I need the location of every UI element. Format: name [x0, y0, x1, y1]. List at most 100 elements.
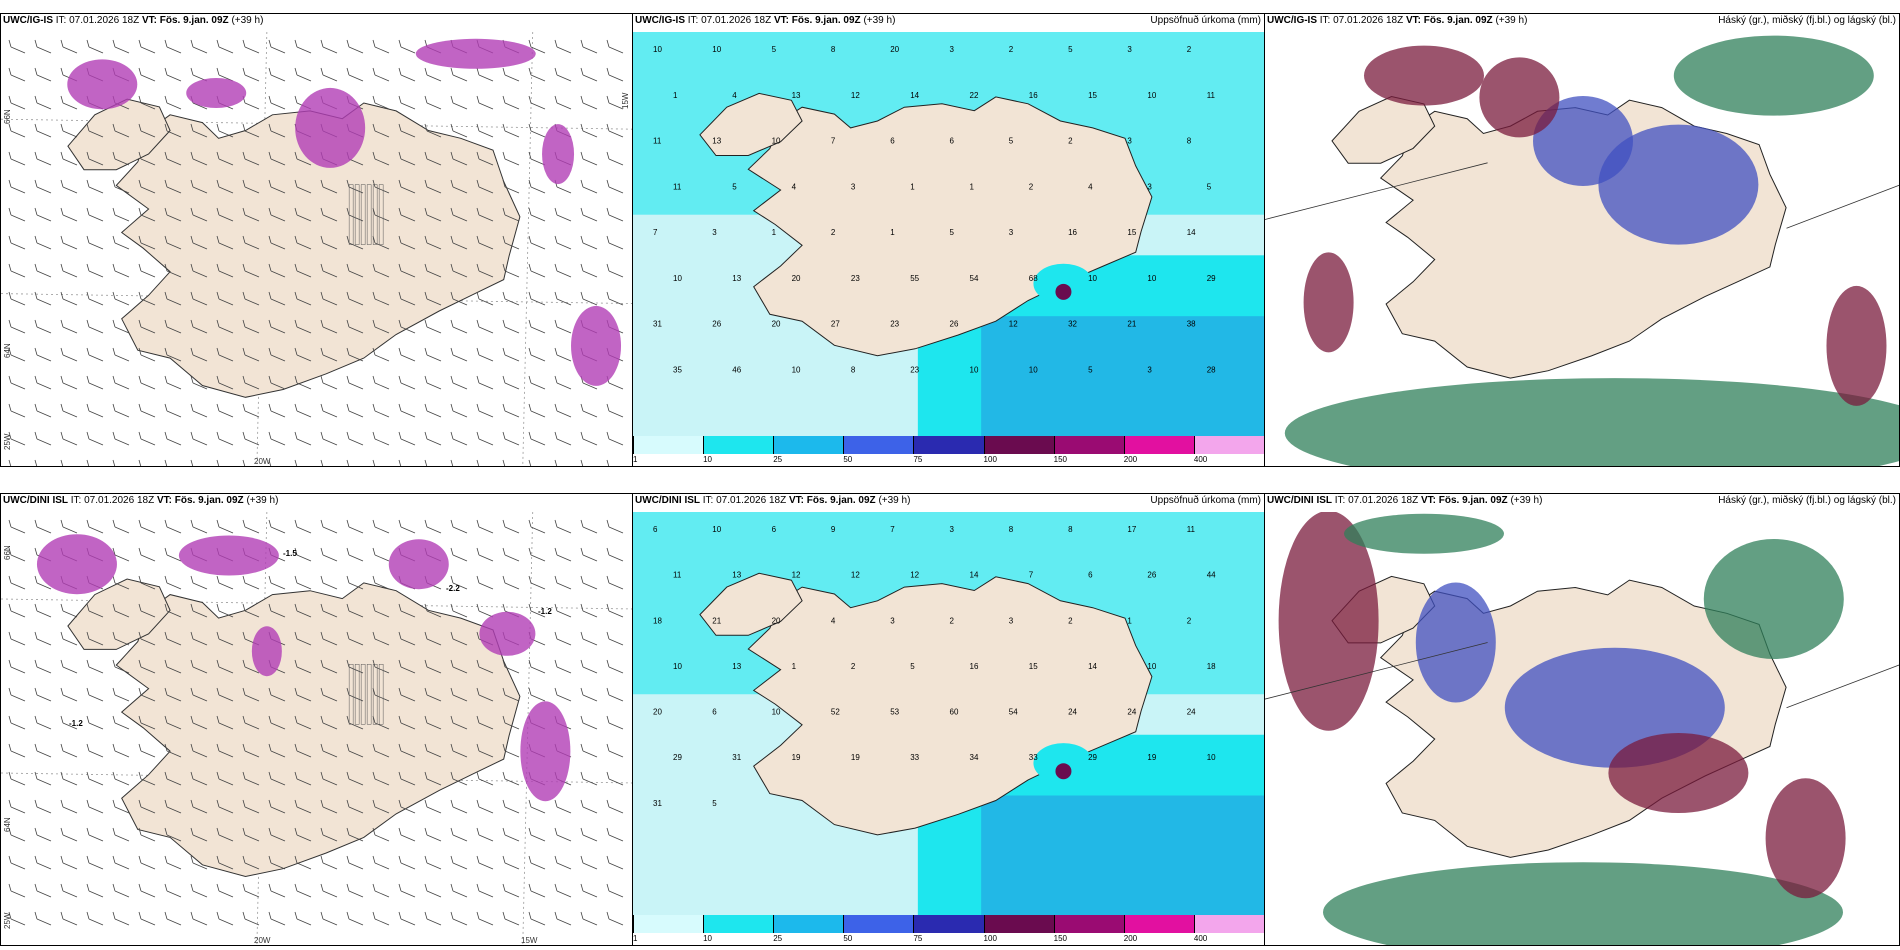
- barb-staff: [530, 158, 546, 166]
- barb-flag: [86, 291, 90, 300]
- barb-flag: [112, 207, 116, 216]
- barb-flag: [8, 687, 12, 696]
- wind-barb: [268, 347, 286, 362]
- precip-value: 3: [1147, 182, 1152, 191]
- barb-flag: [398, 883, 402, 892]
- barb-staff: [400, 214, 416, 222]
- barb-flag: [554, 799, 558, 808]
- wind-barb: [476, 575, 494, 590]
- wind-map[interactable]: [1, 512, 633, 946]
- wind-barb: [606, 827, 624, 842]
- wind-barb: [60, 375, 78, 390]
- wind-barb: [320, 603, 338, 618]
- precip-value: 11: [673, 182, 682, 191]
- barb-staff: [62, 46, 78, 54]
- wind-barb: [294, 827, 312, 842]
- barb-flag: [372, 855, 376, 864]
- cloud-map[interactable]: [1265, 512, 1900, 946]
- barb-flag: [346, 659, 350, 668]
- wind-barb: [398, 603, 416, 618]
- wind-barb: [450, 403, 468, 418]
- wind-map[interactable]: [1, 32, 633, 467]
- wind-barb: [424, 179, 442, 194]
- wind-barb: [164, 855, 182, 870]
- barb-staff: [348, 862, 364, 870]
- colorbar-cell: [983, 915, 1054, 933]
- barb-staff: [582, 298, 598, 306]
- barb-staff: [270, 890, 286, 898]
- wind-barb: [528, 827, 546, 842]
- barb-staff: [530, 46, 546, 54]
- wind-barb: [138, 631, 156, 646]
- wind-barb: [450, 347, 468, 362]
- barb-staff: [270, 46, 286, 54]
- barb-staff: [36, 326, 52, 334]
- barb-flag: [580, 67, 584, 76]
- barb-flag: [554, 547, 558, 556]
- barb-flag: [242, 151, 246, 160]
- barb-flag: [164, 207, 168, 216]
- barb-flag: [476, 715, 480, 724]
- barb-flag: [320, 291, 324, 300]
- barb-flag: [502, 911, 506, 920]
- cloud-map[interactable]: [1265, 32, 1900, 467]
- precip-value: 3: [1009, 616, 1014, 625]
- barb-flag: [242, 207, 246, 216]
- wind-barb: [60, 799, 78, 814]
- barb-staff: [504, 526, 520, 534]
- barb-staff: [374, 526, 390, 534]
- wind-barb: [320, 431, 338, 446]
- wind-barb: [320, 291, 338, 306]
- wind-barb: [346, 883, 364, 898]
- barb-flag: [190, 235, 194, 244]
- wind-barb: [476, 403, 494, 418]
- barb-flag: [320, 855, 324, 864]
- barb-flag: [372, 575, 376, 584]
- wind-barb: [528, 151, 546, 166]
- barb-staff: [452, 130, 468, 138]
- wind-barb: [34, 95, 52, 110]
- colorbar-cell: [913, 436, 984, 454]
- barb-staff: [62, 186, 78, 194]
- wind-barb: [164, 911, 182, 926]
- barb-flag: [580, 743, 584, 752]
- wind-barb: [34, 39, 52, 54]
- precip-value: 13: [732, 662, 741, 671]
- wind-barb: [112, 347, 130, 362]
- barb-flag: [242, 431, 246, 440]
- wind-barb: [164, 771, 182, 786]
- wind-barb: [60, 179, 78, 194]
- wind-barb: [268, 291, 286, 306]
- barb-staff: [244, 890, 260, 898]
- precip-value: 28: [1207, 365, 1216, 374]
- barb-staff: [62, 130, 78, 138]
- barb-flag: [268, 603, 272, 612]
- wind-barb: [164, 431, 182, 446]
- wind-barb: [242, 39, 260, 54]
- barb-staff: [504, 778, 520, 786]
- barb-staff: [192, 298, 208, 306]
- barb-flag: [268, 403, 272, 412]
- precip-value: 22: [970, 91, 979, 100]
- barb-flag: [268, 375, 272, 384]
- wind-barb: [268, 207, 286, 222]
- barb-staff: [348, 610, 364, 618]
- wind-barb: [398, 659, 416, 674]
- wind-barb: [346, 519, 364, 534]
- wind-barb: [424, 207, 442, 222]
- barb-staff: [426, 610, 442, 618]
- barb-staff: [478, 694, 494, 702]
- barb-flag: [398, 375, 402, 384]
- colorbar-cell: [1053, 436, 1124, 454]
- barb-staff: [36, 354, 52, 362]
- wind-barb: [294, 207, 312, 222]
- wind-barb: [606, 123, 624, 138]
- precip-value: 14: [910, 91, 919, 100]
- barb-flag: [424, 123, 428, 132]
- wind-barb: [528, 39, 546, 54]
- barb-staff: [296, 438, 312, 446]
- wind-barb: [606, 235, 624, 250]
- wind-barb: [216, 375, 234, 390]
